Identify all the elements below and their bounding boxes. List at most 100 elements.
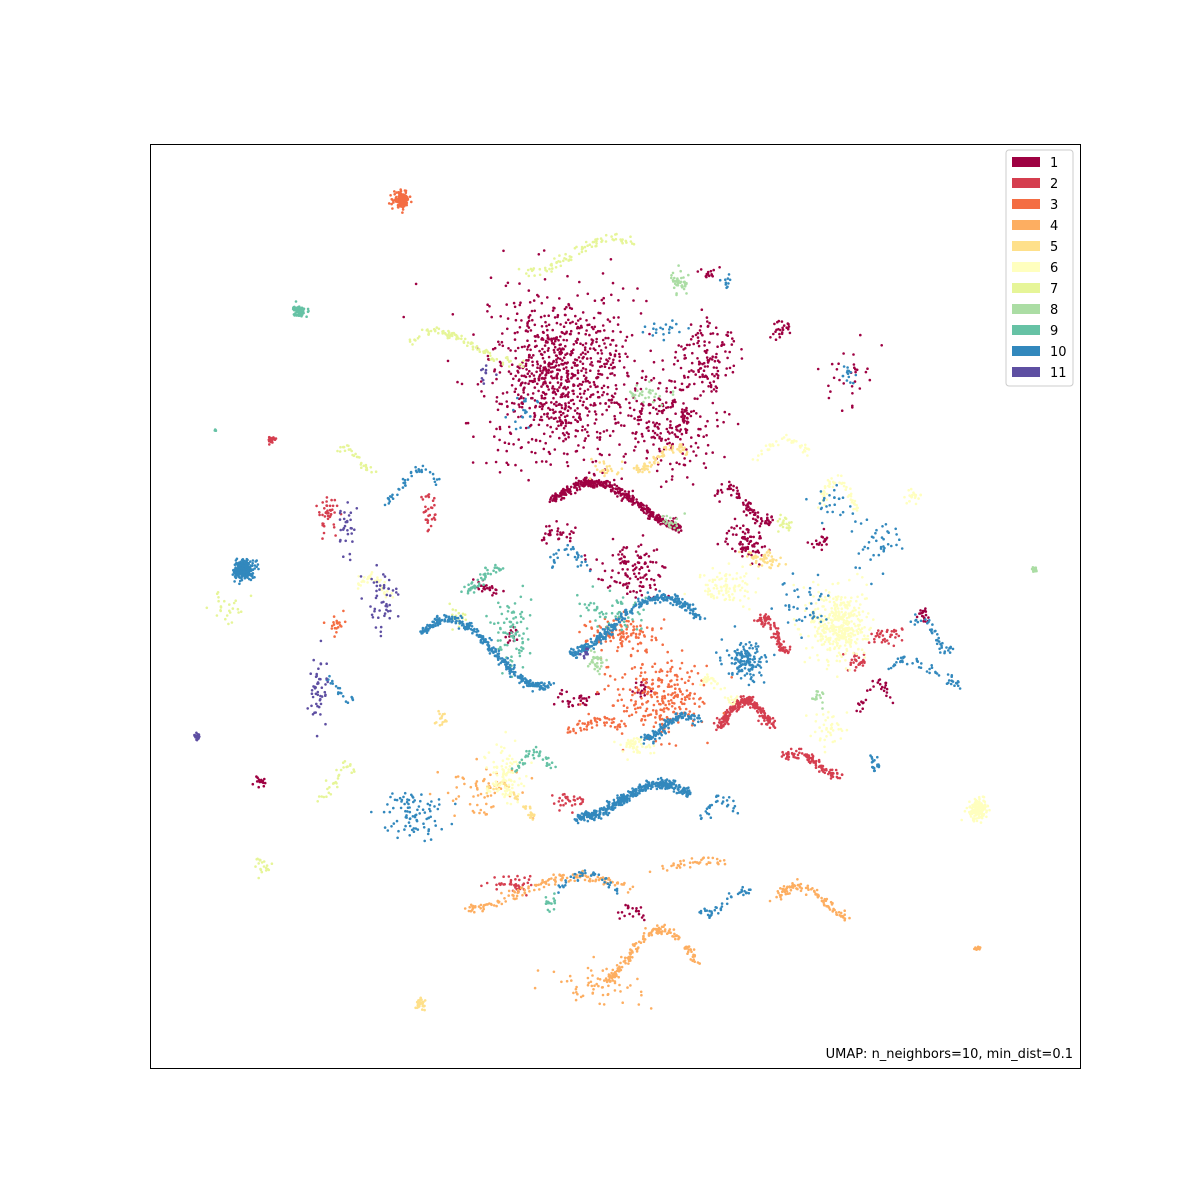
point-series-6	[977, 809, 980, 813]
point-series-5	[503, 782, 507, 786]
point-series-5	[492, 787, 495, 791]
point-series-6	[727, 562, 731, 565]
point-series-4	[584, 874, 587, 878]
point-series-1	[648, 584, 652, 587]
point-series-6	[856, 632, 860, 635]
point-series-4	[662, 925, 665, 928]
point-series-3	[628, 640, 631, 643]
point-series-3	[335, 631, 338, 634]
point-series-5	[768, 551, 772, 555]
point-series-1	[631, 907, 634, 910]
point-series-3	[661, 643, 664, 646]
point-series-1	[621, 568, 624, 571]
point-series-1	[569, 490, 572, 493]
point-series-1	[613, 417, 617, 421]
point-series-1	[729, 331, 733, 334]
point-series-6	[862, 651, 866, 655]
point-series-1	[706, 419, 709, 423]
point-series-1	[680, 410, 684, 414]
point-series-4	[602, 1003, 606, 1006]
point-series-6	[844, 659, 847, 662]
point-series-1	[542, 249, 546, 252]
point-series-1	[726, 334, 730, 338]
point-series-1	[690, 361, 694, 365]
point-series-1	[494, 588, 497, 591]
point-series-1	[609, 343, 612, 346]
point-series-2	[562, 803, 565, 807]
point-series-4	[672, 863, 675, 867]
point-series-1	[736, 489, 739, 493]
point-series-2	[863, 661, 866, 665]
point-series-1	[610, 293, 613, 297]
point-series-1	[562, 367, 566, 371]
point-series-6	[843, 596, 847, 599]
point-series-3	[628, 688, 632, 691]
point-series-3	[639, 624, 642, 627]
point-series-3	[662, 618, 666, 621]
point-series-2	[730, 706, 733, 710]
point-series-3	[673, 683, 676, 687]
point-series-6	[828, 600, 832, 604]
point-series-1	[781, 328, 785, 332]
point-series-1	[721, 341, 724, 344]
point-series-3	[634, 702, 637, 706]
point-series-2	[772, 635, 775, 639]
point-series-6	[971, 803, 974, 807]
point-series-1	[559, 343, 562, 346]
point-series-1	[753, 545, 756, 548]
point-series-1	[744, 549, 747, 553]
point-series-1	[559, 335, 562, 338]
point-series-3	[651, 709, 655, 712]
point-series-1	[677, 530, 681, 534]
point-series-1	[606, 586, 610, 589]
point-series-4	[515, 894, 519, 898]
point-series-1	[566, 523, 569, 526]
point-series-1	[542, 366, 545, 370]
point-series-1	[647, 569, 651, 572]
point-series-1	[607, 366, 611, 370]
point-series-1	[664, 401, 668, 404]
point-series-1	[558, 410, 561, 414]
point-series-1	[613, 401, 616, 405]
point-series-1	[543, 314, 546, 318]
point-series-6	[983, 807, 986, 811]
point-series-6	[732, 586, 736, 589]
point-series-1	[569, 321, 572, 325]
point-series-1	[553, 306, 556, 310]
point-series-3	[639, 674, 642, 678]
point-series-6	[816, 653, 819, 657]
point-series-1	[634, 445, 637, 449]
point-series-1	[595, 485, 599, 488]
point-series-1	[559, 413, 563, 417]
point-series-1	[689, 323, 693, 326]
point-series-2	[823, 771, 827, 775]
point-series-6	[504, 730, 508, 734]
point-series-4	[682, 859, 685, 862]
point-series-3	[657, 685, 661, 688]
point-series-1	[621, 287, 625, 290]
point-series-3	[677, 721, 680, 724]
point-series-5	[784, 563, 788, 566]
point-series-3	[608, 718, 611, 721]
point-series-3	[598, 717, 601, 721]
point-series-4	[512, 897, 515, 900]
point-series-1	[588, 410, 591, 413]
point-series-1	[772, 332, 775, 336]
point-series-3	[668, 742, 671, 746]
point-series-3	[698, 705, 701, 708]
point-series-1	[645, 504, 648, 508]
point-series-1	[638, 415, 641, 419]
point-series-3	[616, 728, 619, 731]
point-series-4	[586, 966, 590, 970]
point-series-4	[693, 860, 697, 864]
point-series-3	[632, 625, 635, 628]
point-series-6	[494, 780, 498, 783]
point-series-3	[669, 667, 672, 671]
point-series-5	[765, 551, 769, 554]
point-series-2	[745, 701, 748, 705]
point-series-1	[659, 485, 663, 489]
point-series-4	[486, 903, 489, 906]
point-series-1	[669, 391, 673, 394]
point-series-1	[700, 308, 704, 312]
point-series-4	[461, 776, 465, 779]
